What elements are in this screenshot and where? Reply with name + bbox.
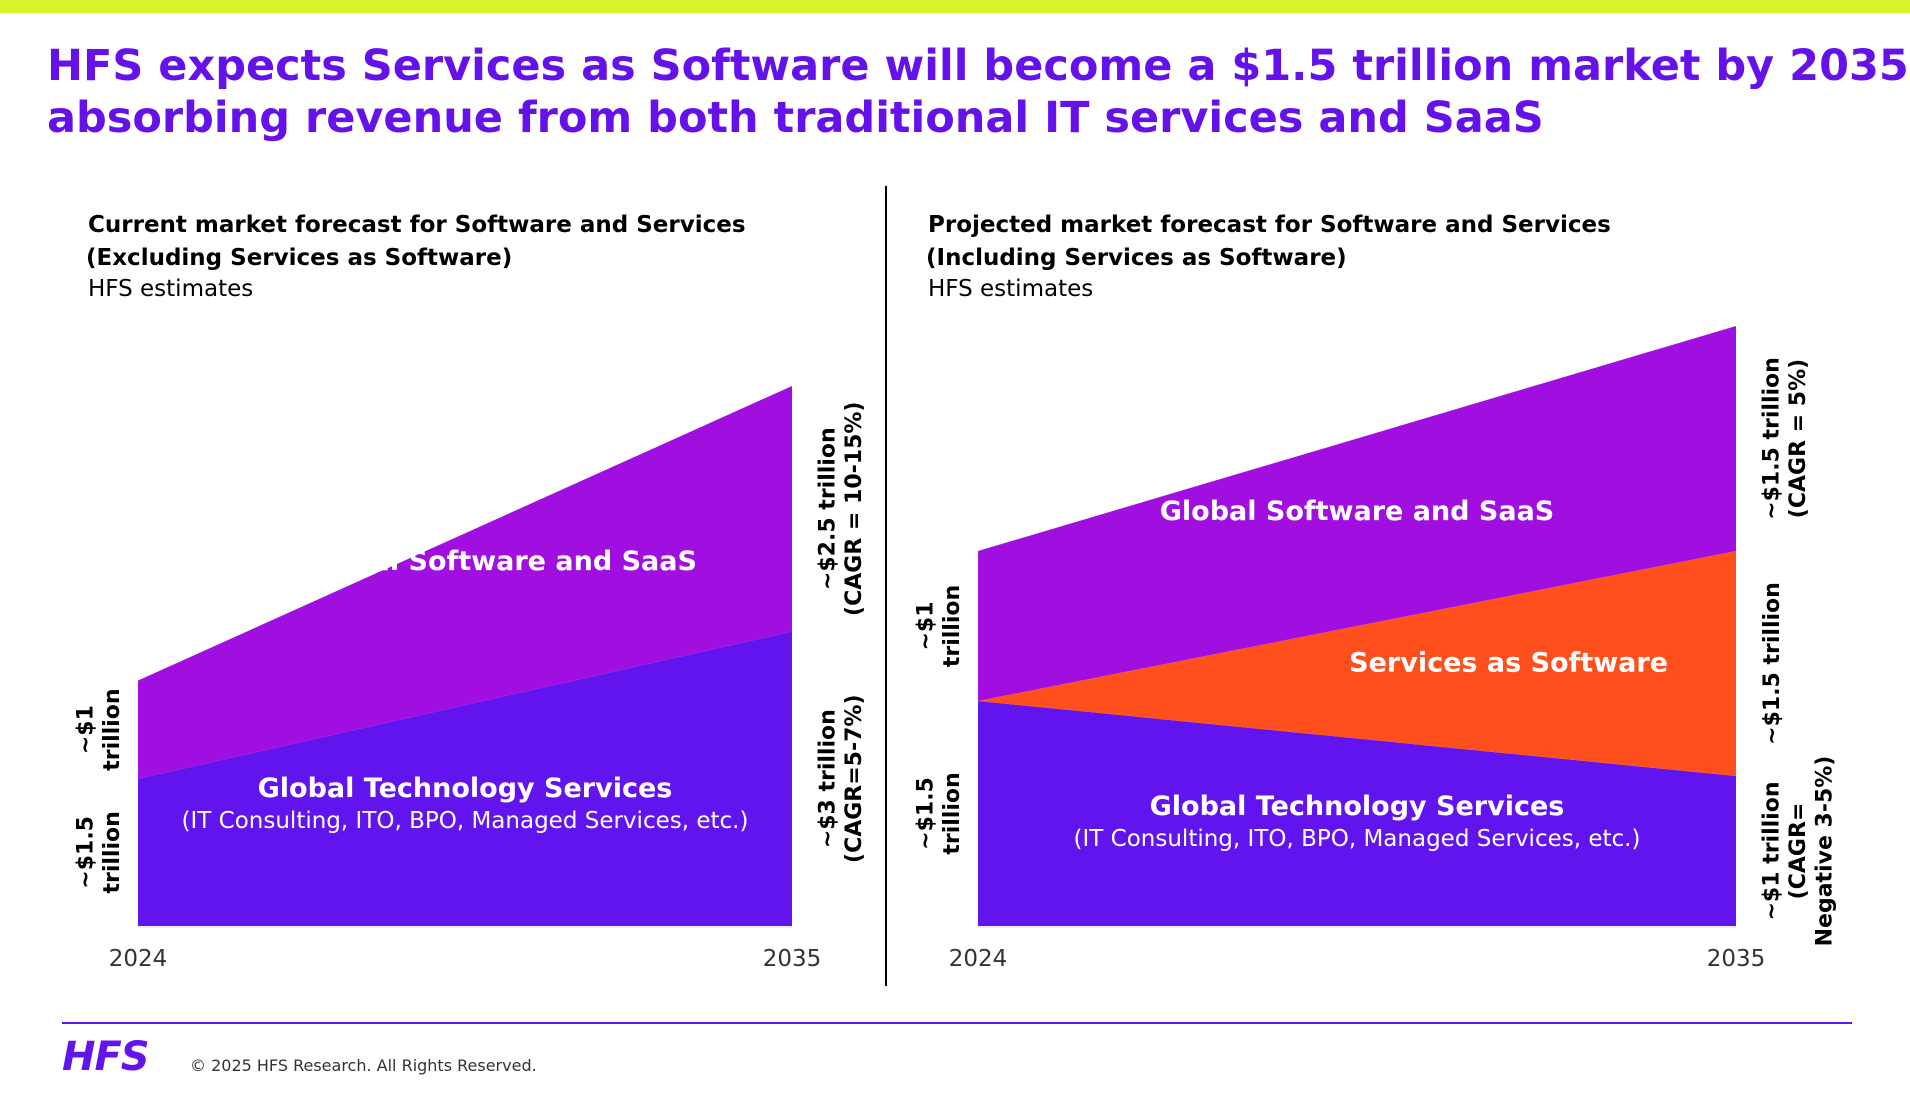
chart-1-end-label-1-line-2: (CAGR=5-7%) xyxy=(842,694,867,863)
chart-2-end-label-3-line-2: (CAGR = 5%) xyxy=(1786,359,1811,518)
chart-1-start-label-2-line-1: ~$1 xyxy=(74,705,99,754)
chart-2-source: HFS estimates xyxy=(928,276,1093,302)
chart-2-start-label-3-line-1: ~$1 xyxy=(914,601,939,650)
chart-1-end-label-2-line-2: (CAGR = 10-15%) xyxy=(842,402,867,616)
chart-1-x-tick-1: 2024 xyxy=(109,946,168,972)
top-accent-bar xyxy=(0,0,1910,13)
chart-2-series-label-1: Global Technology Services xyxy=(1150,791,1565,822)
chart-1-x-tick-2: 2035 xyxy=(763,946,822,972)
chart-1-series-label-2: Global Software and SaaS xyxy=(302,546,697,577)
page-title-line-1: HFS expects Services as Software will be… xyxy=(47,41,1910,91)
chart-2-start-label-1-line-2: trillion xyxy=(940,772,965,854)
chart-1-subtitle: (Excluding Services as Software) xyxy=(86,245,512,271)
chart-1-series-sublabel-1: (IT Consulting, ITO, BPO, Managed Servic… xyxy=(182,808,749,834)
chart-2-start-label-1-line-1: ~$1.5 xyxy=(914,777,939,850)
hfs-logo: HFS xyxy=(62,1034,150,1080)
page-title-line-2: absorbing revenue from both traditional … xyxy=(47,93,1544,143)
chart-2-title: Projected market forecast for Software a… xyxy=(928,212,1611,238)
chart-1-area-global-software-and-saas xyxy=(138,386,792,779)
chart-1-end-label-2-line-1: ~$2.5 trillion xyxy=(816,427,841,590)
chart-2-end-label-2-line-1: ~$1.5 trillion xyxy=(1760,582,1785,745)
chart-2-area-global-software-and-saas xyxy=(978,326,1736,701)
chart-divider xyxy=(885,186,887,986)
chart-1-start-label-1-line-2: trillion xyxy=(100,811,125,893)
copyright-text: © 2025 HFS Research. All Rights Reserved… xyxy=(190,1056,537,1075)
chart-2-subtitle: (Including Services as Software) xyxy=(926,245,1347,271)
chart-2-area-services-as-software xyxy=(978,551,1736,776)
chart-1-title: Current market forecast for Software and… xyxy=(88,212,746,238)
chart-2-x-tick-1: 2024 xyxy=(949,946,1008,972)
chart-1-source: HFS estimates xyxy=(88,276,253,302)
chart-1-end-label-1-line-1: ~$3 trillion xyxy=(816,709,841,848)
chart-2-series-label-2: Services as Software xyxy=(1349,648,1668,679)
chart-2-end-label-3-line-1: ~$1.5 trillion xyxy=(1760,357,1785,520)
chart-2-end-label-1-line-1: ~$1 trillion xyxy=(1760,781,1785,920)
chart-1-area-global-technology-services xyxy=(138,631,792,926)
chart-2-series-label-3: Global Software and SaaS xyxy=(1160,496,1555,527)
chart-2-x-tick-2: 2035 xyxy=(1707,946,1766,972)
footer-divider xyxy=(62,1022,1852,1024)
chart-2-end-label-1-line-3: Negative 3-5%) xyxy=(1812,756,1837,947)
chart-2-series-sublabel-1: (IT Consulting, ITO, BPO, Managed Servic… xyxy=(1074,826,1641,852)
chart-1-start-label-2-line-2: trillion xyxy=(100,688,125,770)
chart-2-start-label-3-line-2: trillion xyxy=(940,585,965,667)
chart-1-start-label-1-line-1: ~$1.5 xyxy=(74,816,99,889)
page-title: HFS expects Services as Software will be… xyxy=(47,40,1910,144)
chart-2-end-label-1-line-2: (CAGR= xyxy=(1786,803,1811,900)
chart-1-series-label-1: Global Technology Services xyxy=(258,773,673,804)
